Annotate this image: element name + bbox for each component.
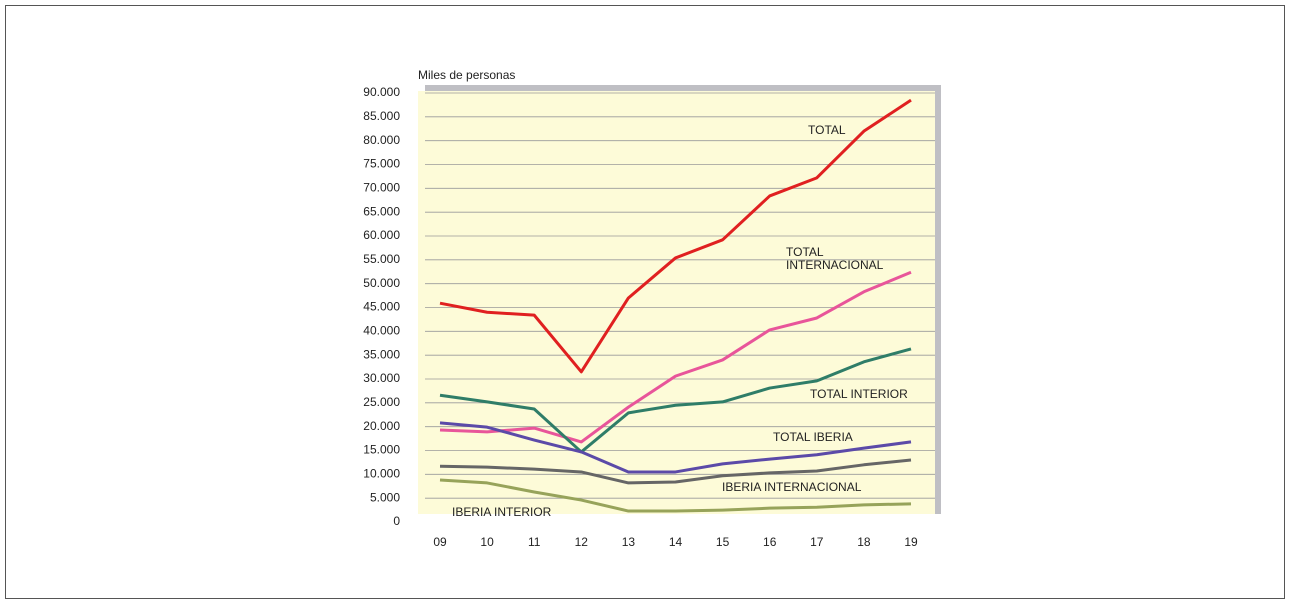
y-tick-label: 10.000 xyxy=(363,467,400,481)
line-series xyxy=(439,270,912,444)
x-tick-label: 09 xyxy=(433,535,447,549)
line-series xyxy=(439,347,912,454)
y-tick-label: 90.000 xyxy=(363,85,400,99)
x-tick-label: 16 xyxy=(763,535,777,549)
y-tick-label: 20.000 xyxy=(363,419,400,433)
y-tick-label: 15.000 xyxy=(363,443,400,457)
series-label: TOTAL INTERNACIONAL xyxy=(786,245,884,272)
x-tick-label: 14 xyxy=(669,535,683,549)
y-tick-label: 45.000 xyxy=(363,300,400,314)
y-tick-label: 30.000 xyxy=(363,371,400,385)
series-label: IBERIA INTERNACIONAL xyxy=(722,480,862,494)
y-tick-label: 50.000 xyxy=(363,276,400,290)
y-tick-label: 5.000 xyxy=(370,490,400,504)
y-tick-label: 35.000 xyxy=(363,347,400,361)
plot-area xyxy=(418,91,935,514)
y-tick-label: 75.000 xyxy=(363,157,400,171)
series-label: TOTAL xyxy=(808,123,846,137)
x-tick-label: 12 xyxy=(575,535,589,549)
x-tick-label: 18 xyxy=(857,535,871,549)
x-tick-label: 15 xyxy=(716,535,730,549)
y-tick-label: 0 xyxy=(393,514,400,528)
frame xyxy=(5,5,1285,599)
line-series xyxy=(439,478,912,513)
line-series xyxy=(439,98,912,374)
x-tick-label: 11 xyxy=(528,535,541,549)
y-tick-label: 25.000 xyxy=(363,395,400,409)
y-tick-label: 70.000 xyxy=(363,181,400,195)
series-label: TOTAL IBERIA xyxy=(773,430,853,444)
line-series xyxy=(439,458,912,485)
y-tick-label: 85.000 xyxy=(363,109,400,123)
line-series xyxy=(439,421,912,474)
y-tick-label: 60.000 xyxy=(363,228,400,242)
x-tick-label: 19 xyxy=(904,535,918,549)
y-tick-label: 80.000 xyxy=(363,133,400,147)
x-tick-label: 17 xyxy=(810,535,824,549)
y-tick-label: 40.000 xyxy=(363,324,400,338)
series-label: TOTAL INTERIOR xyxy=(810,387,908,401)
y-axis-label: Miles de personas xyxy=(418,68,515,82)
x-tick-label: 10 xyxy=(480,535,494,549)
x-tick-label: 13 xyxy=(622,535,636,549)
series-label: IBERIA INTERIOR xyxy=(452,505,552,519)
y-tick-label: 65.000 xyxy=(363,204,400,218)
y-tick-label: 55.000 xyxy=(363,252,400,266)
